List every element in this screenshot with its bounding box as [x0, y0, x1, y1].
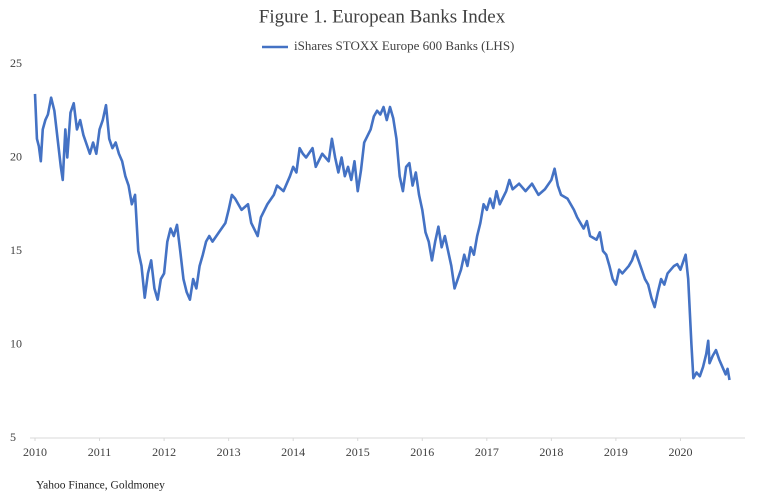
chart-title: Figure 1. European Banks Index — [259, 6, 506, 27]
data-line — [33, 93, 731, 381]
y-tick-label: 5 — [10, 430, 16, 444]
x-tick-label: 2012 — [152, 445, 176, 459]
x-tick-label: 2013 — [217, 445, 241, 459]
x-tick-label: 2016 — [410, 445, 434, 459]
y-tick-label: 15 — [10, 243, 22, 257]
x-tick-label: 2019 — [604, 445, 628, 459]
x-tick-label: 2015 — [346, 445, 370, 459]
x-tick-label: 2020 — [668, 445, 692, 459]
x-tick-label: 2017 — [475, 445, 499, 459]
x-tick-label: 2018 — [539, 445, 563, 459]
x-tick-label: 2011 — [88, 445, 112, 459]
x-tick-label: 2010 — [23, 445, 47, 459]
y-tick-label: 10 — [10, 336, 22, 350]
x-tick-label: 2014 — [281, 445, 305, 459]
y-tick-label: 25 — [10, 56, 22, 70]
source-note: Yahoo Finance, Goldmoney — [36, 480, 165, 492]
y-tick-label: 20 — [10, 149, 22, 163]
legend-label: iShares STOXX Europe 600 Banks (LHS) — [294, 38, 514, 53]
